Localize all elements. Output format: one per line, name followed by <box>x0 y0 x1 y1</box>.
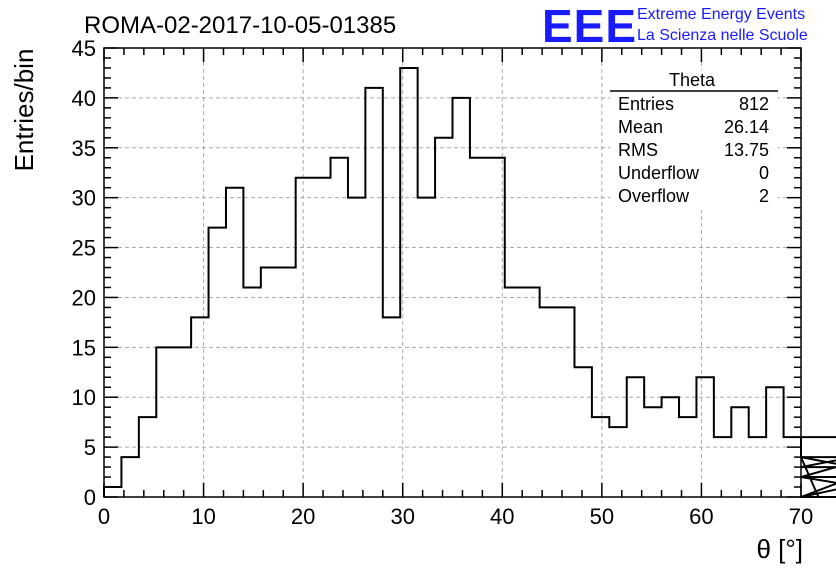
grid-lines <box>104 48 801 497</box>
stats-label: Mean <box>618 117 663 137</box>
chart-title: ROMA-02-2017-10-05-01385 <box>84 12 396 39</box>
y-tick-label: 35 <box>72 136 96 161</box>
x-tick-label: 70 <box>789 504 813 529</box>
stats-value: 26.14 <box>724 117 769 137</box>
brand-line-1: Extreme Energy Events <box>637 6 805 23</box>
brand-logo: EEE Extreme Energy Events La Scienza nel… <box>542 0 808 52</box>
y-tick-label: 40 <box>72 86 96 111</box>
y-tick-label: 15 <box>72 335 96 360</box>
x-axis-title: θ [°] <box>756 534 803 564</box>
histogram-series <box>103 66 836 498</box>
axis-ticks <box>103 47 802 498</box>
stats-value: 13.75 <box>724 140 769 160</box>
x-tick-label: 40 <box>490 504 514 529</box>
y-tick-label: 30 <box>72 186 96 211</box>
y-tick-label: 5 <box>84 435 96 460</box>
stats-label: Overflow <box>618 186 690 206</box>
y-tick-label: 20 <box>72 285 96 310</box>
x-tick-label: 30 <box>390 504 414 529</box>
stats-label: RMS <box>618 140 658 160</box>
y-tick-label: 0 <box>84 485 96 510</box>
x-tick-label: 0 <box>98 504 110 529</box>
x-tick-label: 10 <box>191 504 215 529</box>
stats-value: 0 <box>759 163 769 183</box>
y-tick-label: 25 <box>72 236 96 261</box>
stats-value: 812 <box>739 94 769 114</box>
y-tick-label: 10 <box>72 385 96 410</box>
x-tick-label: 20 <box>291 504 315 529</box>
y-axis-title: Entries/bin <box>9 49 39 172</box>
stats-label: Underflow <box>618 163 700 183</box>
x-tick-label: 50 <box>590 504 614 529</box>
y-tick-label: 45 <box>72 36 96 61</box>
stats-label: Entries <box>618 94 674 114</box>
stats-box: Theta Entries 812 Mean 26.14 RMS 13.75 Underfl… <box>610 70 778 210</box>
stats-title: Theta <box>669 70 716 90</box>
stats-value: 2 <box>759 186 769 206</box>
plot-frame <box>103 47 802 498</box>
brand-line-2: La Scienza nelle Scuole <box>637 27 808 44</box>
eee-logo: EEE <box>542 0 637 52</box>
x-tick-label: 60 <box>689 504 713 529</box>
